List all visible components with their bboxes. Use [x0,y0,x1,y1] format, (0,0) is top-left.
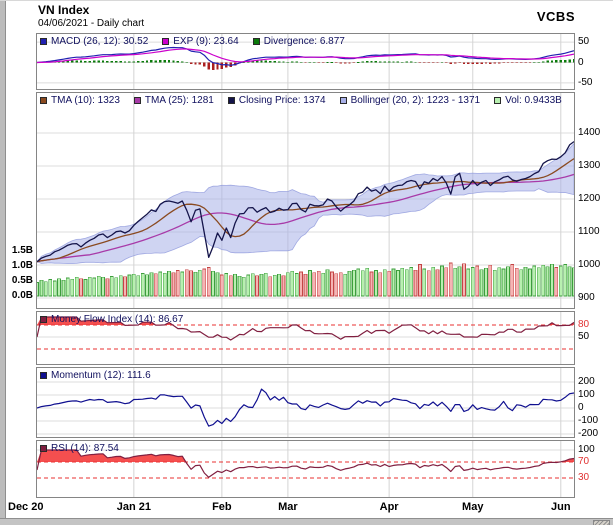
mfi-overbought-fill [37,317,574,325]
legend-swatch-icon [494,97,502,104]
legend-label: Momentum (12): 111.6 [51,370,151,381]
legend-label: Vol: 0.9433B [505,95,562,106]
price-plot [37,93,574,308]
legend-swatch-icon [40,372,47,379]
y-axis-tick: 1000 [578,259,601,270]
legend-swatch-icon [162,38,170,45]
y-axis-tick: 1400 [578,127,601,138]
rsi-line [37,449,574,478]
window-frame-bottom [0,518,613,525]
legend-label: EXP (9): 23.64 [173,36,239,47]
legend-swatch-icon [252,38,260,45]
legend-label: MACD (26, 12): 30.52 [51,36,149,47]
x-axis-label: Feb [212,501,232,513]
y-axis-tick: 1300 [578,160,601,171]
volume-axis-tick: 0.0B [11,290,33,301]
y-axis-tick: 50 [578,331,590,342]
y-axis-tick: 200 [578,376,595,387]
y-axis-tick: 50 [578,36,590,48]
legend-label: TMA (10): 1323 [51,95,120,106]
y-axis-tick: 1200 [578,193,601,204]
volume-axis-tick: 1.0B [11,260,33,271]
y-axis-tick: 0 [578,56,584,68]
index-title: VN Index [38,3,90,17]
vcbs-brand: VCBS [536,9,575,24]
legend-swatch-icon [339,97,347,104]
resize-grip[interactable] [593,520,610,525]
macd-panel: MACD (26, 12): 30.52 EXP (9): 23.64 Diverg… [36,33,575,90]
x-axis-label: May [462,501,484,513]
rsi-legend: RSI (14): 87.54 [40,442,119,455]
legend-swatch-icon [40,445,47,452]
legend-item: Momentum (12): 111.6 [40,369,151,382]
price-panel: TMA (10): 1323 TMA (25): 1281 Closing Pric… [36,92,575,309]
volume-bars [37,262,574,297]
y-axis-tick: -50 [578,76,593,88]
y-axis-tick: 100 [578,444,595,455]
legend-swatch-icon [40,38,47,45]
closing-price-line [37,141,574,263]
legend-swatch-icon [40,316,47,323]
mfi-plot [37,312,574,364]
y-axis-tick: 70 [578,456,590,467]
x-axis-label: Apr [379,501,399,513]
macd-plot [37,34,574,89]
legend-item: TMA (10): 1323 [40,94,120,107]
legend-item: MACD (26, 12): 30.52 [40,35,148,48]
mfi-panel: Money Flow Index (14): 86.67 [36,311,575,365]
legend-item: Closing Price: 1374 [227,94,326,107]
legend-item: TMA (25): 1281 [133,94,214,107]
legend-swatch-icon [227,97,235,104]
y-axis-tick: -200 [578,428,599,439]
x-axis-label: Mar [278,501,298,513]
momentum-panel: Momentum (12): 111.6 [36,367,575,438]
legend-label: RSI (14): 87.54 [51,443,119,454]
legend-item: Bollinger (20, 2): 1223 - 1371 [339,94,481,107]
legend-label: Divergence: 6.877 [263,36,345,47]
legend-label: Bollinger (20, 2): 1223 - 1371 [350,95,481,106]
y-axis-tick: 0 [578,402,584,413]
momentum-legend: Momentum (12): 111.6 [40,369,151,382]
y-axis-tick: 80 [578,319,590,330]
bollinger-band [37,142,574,264]
volume-axis-tick: 0.5B [11,275,33,286]
legend-item: Money Flow Index (14): 86.67 [40,313,183,326]
x-axis-label: Dec 20 [8,501,44,513]
legend-item: Vol: 0.9433B [494,94,562,107]
window-frame-left [0,1,6,518]
y-axis-tick: -100 [578,415,599,426]
rsi-plot [37,441,574,497]
chart-date-subtitle: 04/06/2021 - Daily chart [38,18,145,29]
momentum-plot [37,368,574,437]
mfi-legend: Money Flow Index (14): 86.67 [40,313,183,326]
legend-item: Divergence: 6.877 [252,35,345,48]
rsi-overbought-fill [37,450,574,462]
legend-item: RSI (14): 87.54 [40,442,119,455]
macd-signal-line [37,48,574,64]
legend-label: Money Flow Index (14): 86.67 [51,314,184,325]
x-axis-label: Jun [551,501,571,513]
legend-label: TMA (25): 1281 [144,95,214,106]
y-axis-tick: 30 [578,472,590,483]
y-axis-tick: 900 [578,292,595,303]
x-axis-label: Jan 21 [116,501,151,513]
legend-label: Closing Price: 1374 [238,95,326,106]
mfi-line [37,316,574,341]
momentum-line [37,388,574,427]
macd-histogram [37,59,574,71]
price-legend: TMA (10): 1323 TMA (25): 1281 Closing Pric… [40,94,562,107]
y-axis-tick: 100 [578,389,595,400]
legend-swatch-icon [133,97,141,104]
y-axis-tick: 1100 [578,226,600,237]
tma10-line [37,158,574,263]
rsi-panel: RSI (14): 87.54 [36,440,575,498]
legend-swatch-icon [40,97,47,104]
legend-item: EXP (9): 23.64 [162,35,239,48]
macd-legend: MACD (26, 12): 30.52 EXP (9): 23.64 Diverg… [40,35,345,48]
volume-axis-tick: 1.5B [11,245,33,256]
